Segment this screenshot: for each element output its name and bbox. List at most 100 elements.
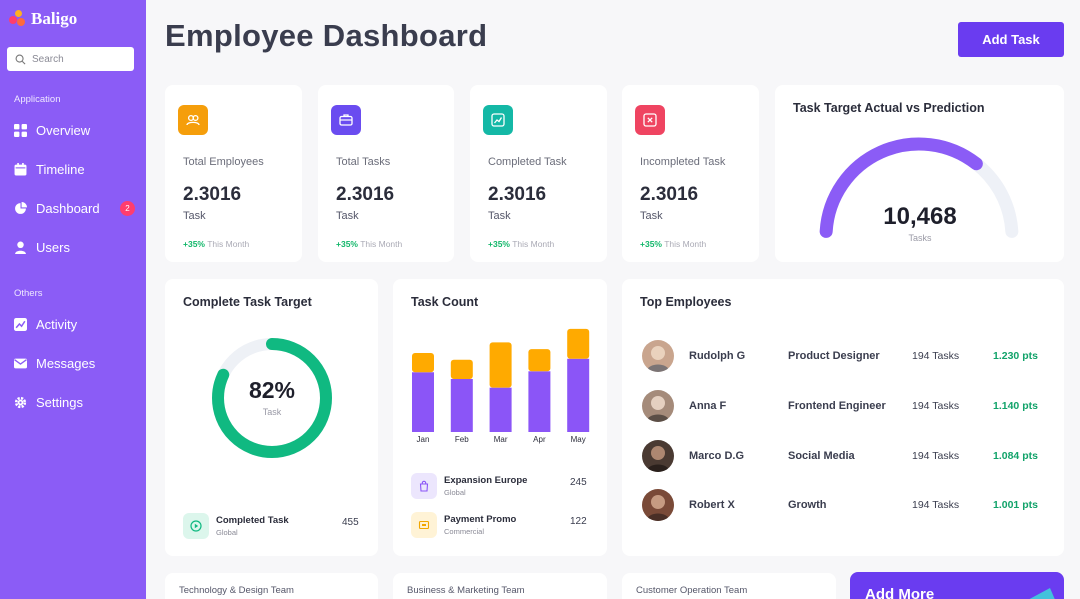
search-input[interactable] (32, 53, 122, 65)
top-employees-card: Top Employees Rudolph G Product Designer… (622, 279, 1064, 556)
sidebar-item-users[interactable]: Users (14, 240, 138, 255)
sidebar-item-label: Settings (36, 395, 83, 410)
employee-points: 1.230 pts (993, 350, 1038, 362)
trend-period: This Month (664, 239, 707, 249)
table-row[interactable]: Rudolph G Product Designer 194 Tasks 1.2… (642, 340, 1042, 374)
employee-points: 1.140 pts (993, 400, 1038, 412)
trend-period: This Month (512, 239, 555, 249)
team-card-business[interactable]: Business & Marketing Team (393, 573, 607, 599)
x-tick-label: Jan (417, 435, 430, 444)
team-label: Customer Operation Team (636, 585, 748, 596)
sidebar-item-activity[interactable]: Activity (14, 317, 138, 332)
sidebar: Baligo Application Overview Timeline Das… (0, 0, 146, 599)
employee-tasks: 194 Tasks (912, 400, 960, 412)
stat-unit: Task (488, 210, 511, 222)
calendar-icon (14, 163, 27, 176)
employee-name: Rudolph G (689, 350, 746, 362)
stat-value: 2.3016 (183, 184, 242, 205)
logo-icon (9, 10, 27, 28)
add-more-card[interactable]: Add More (850, 572, 1064, 599)
mail-icon (14, 357, 27, 370)
sidebar-item-label: Messages (36, 356, 96, 371)
avatar (642, 489, 674, 521)
table-row[interactable]: Marco D.G Social Media 194 Tasks 1.084 p… (642, 440, 1042, 474)
stat-card-total-tasks: Total Tasks 2.3016 Task +35% This Month (318, 85, 454, 262)
add-more-label: Add More (865, 586, 935, 599)
activity-icon (14, 318, 27, 331)
team-card-customer[interactable]: Customer Operation Team (622, 573, 836, 599)
bar-feb-series-0[interactable] (450, 379, 473, 432)
page-title: Employee Dashboard (165, 18, 488, 53)
card-icon (411, 512, 437, 538)
row-title: Expansion Europe (444, 475, 528, 486)
sidebar-item-label: Activity (36, 317, 78, 332)
team-label: Technology & Design Team (179, 585, 294, 596)
row-sub: Commercial (444, 527, 485, 536)
row-sub: Global (444, 488, 466, 497)
stat-trend: +35% This Month (488, 239, 554, 249)
search-box[interactable] (7, 47, 134, 71)
gauge-unit: Tasks (908, 233, 932, 243)
bar-apr-series-0[interactable] (528, 371, 551, 432)
avatar (642, 340, 674, 372)
table-row[interactable]: Anna F Frontend Engineer 194 Tasks 1.140… (642, 390, 1042, 424)
bar-may-series-1[interactable] (567, 328, 590, 359)
x-tick-label: Feb (455, 435, 469, 444)
stat-unit: Task (183, 210, 206, 222)
stat-unit: Task (336, 210, 359, 222)
gauge-chart (819, 137, 1019, 238)
trend-percent: +35% (640, 239, 662, 249)
list-item[interactable]: Completed Task Global (183, 513, 289, 539)
x-tick-label: May (571, 435, 586, 444)
row-value: 455 (342, 517, 359, 528)
bar-may-series-0[interactable] (567, 358, 590, 432)
employee-role: Product Designer (788, 350, 880, 362)
trend-percent: +35% (488, 239, 510, 249)
search-icon (15, 54, 26, 64)
employee-name: Anna F (689, 400, 727, 412)
task-count-card: Task Count Jan Feb Mar Apr May Expansion Eur… (393, 279, 607, 556)
sidebar-item-settings[interactable]: Settings (14, 395, 138, 410)
team-card-technology[interactable]: Technology & Design Team (165, 573, 378, 599)
brand-logo[interactable]: Baligo (9, 9, 77, 29)
donut-chart (212, 338, 332, 458)
donut-arc (212, 338, 332, 458)
list-item[interactable]: Expansion Europe Global (411, 473, 527, 499)
sidebar-item-dashboard[interactable]: Dashboard 2 (14, 201, 138, 216)
stat-trend: +35% This Month (336, 239, 402, 249)
brand-name: Baligo (31, 9, 78, 28)
employee-role: Frontend Engineer (788, 400, 886, 412)
bar-feb-series-1[interactable] (450, 359, 473, 379)
users-icon (178, 105, 208, 135)
stat-card-incompleted-task: Incompleted Task 2.3016 Task +35% This M… (622, 85, 759, 262)
close-icon (635, 105, 665, 135)
sidebar-item-label: Users (36, 240, 70, 255)
card-title: Top Employees (640, 295, 732, 309)
sidebar-item-timeline[interactable]: Timeline (14, 162, 138, 177)
trend-percent: +35% (183, 239, 205, 249)
bar-apr-series-1[interactable] (528, 349, 551, 372)
bar-mar-series-0[interactable] (489, 387, 512, 432)
trend-percent: +35% (336, 239, 358, 249)
stat-card-total-employees: Total Employees 2.3016 Task +35% This Mo… (165, 85, 302, 262)
sidebar-item-overview[interactable]: Overview (14, 123, 138, 138)
section-label-application: Application (14, 94, 61, 105)
stat-label: Total Tasks (336, 156, 391, 168)
sidebar-item-label: Timeline (36, 162, 85, 177)
list-item[interactable]: Payment Promo Commercial (411, 512, 516, 538)
table-row[interactable]: Robert X Growth 194 Tasks 1.001 pts (642, 489, 1042, 523)
bar-jan-series-1[interactable] (412, 352, 434, 373)
stat-unit: Task (640, 210, 663, 222)
stat-label: Completed Task (488, 156, 567, 168)
sidebar-item-messages[interactable]: Messages (14, 356, 138, 371)
donut-percent: 82% (248, 377, 296, 403)
bar-jan-series-0[interactable] (412, 372, 434, 432)
employee-role: Growth (788, 499, 827, 511)
employee-name: Marco D.G (689, 450, 745, 462)
employee-tasks: 194 Tasks (912, 450, 960, 462)
employee-points: 1.084 pts (993, 450, 1038, 462)
bar-mar-series-1[interactable] (489, 342, 512, 388)
add-task-button[interactable]: Add Task (958, 22, 1064, 57)
gauge-value: 10,468 (883, 203, 957, 230)
stat-value: 2.3016 (488, 184, 547, 205)
